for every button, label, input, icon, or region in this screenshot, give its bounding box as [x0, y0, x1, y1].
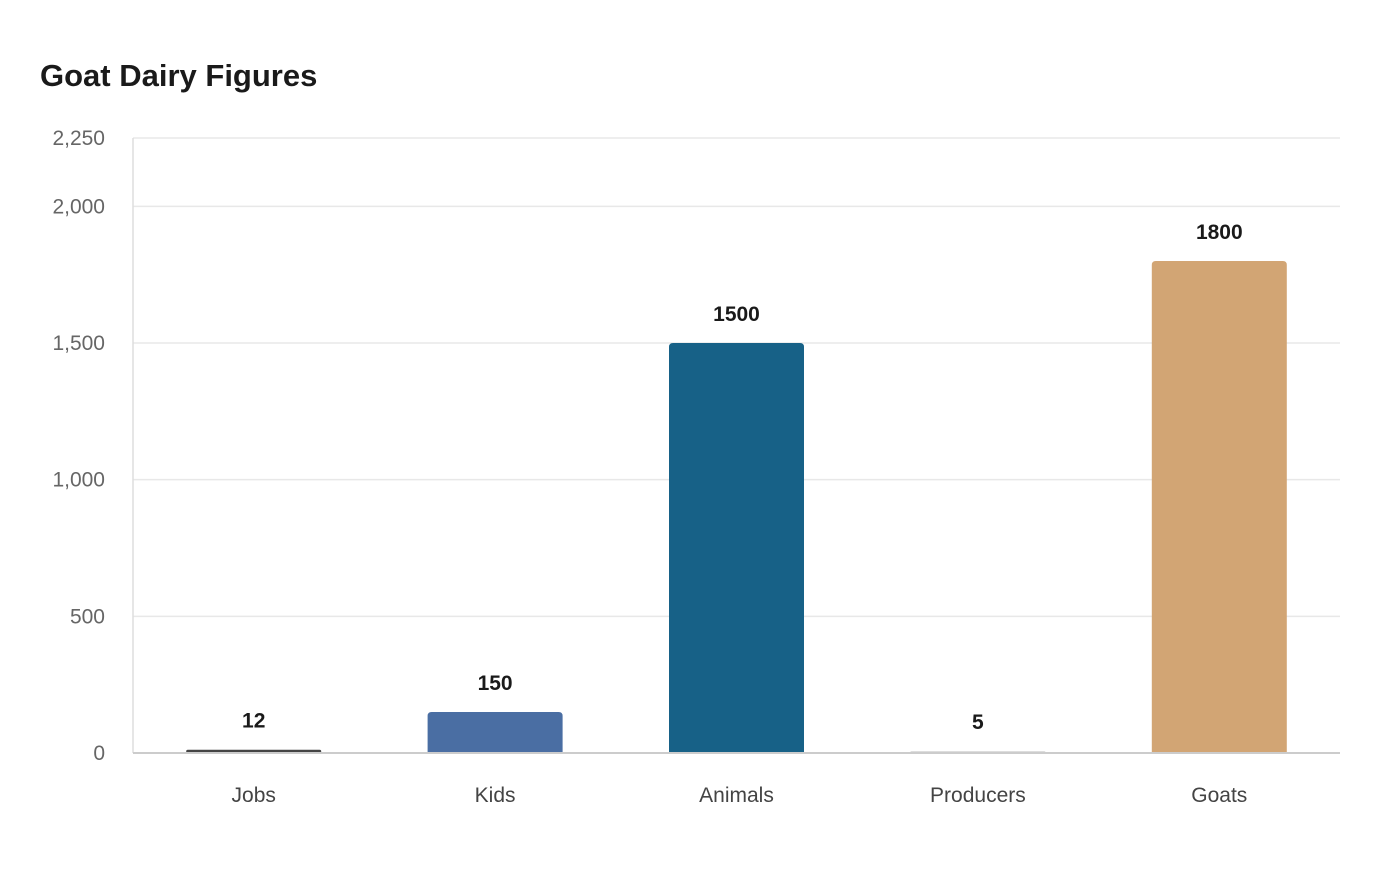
data-label: 1500: [713, 303, 760, 326]
data-label: 150: [478, 672, 513, 695]
y-tick-label: 2,250: [52, 127, 105, 150]
x-tick-label: Animals: [699, 784, 774, 807]
x-tick-label: Producers: [930, 784, 1026, 807]
y-tick-label: 2,000: [52, 195, 105, 218]
y-tick-label: 1,500: [52, 332, 105, 355]
bar-animals: [669, 343, 804, 753]
chart-title: Goat Dairy Figures: [40, 58, 318, 93]
y-tick-label: 0: [93, 742, 105, 765]
data-label: 1800: [1196, 221, 1243, 244]
x-tick-label: Jobs: [232, 784, 276, 807]
data-label: 5: [972, 711, 984, 734]
bar-goats: [1151, 261, 1287, 753]
y-tick-label: 1,000: [52, 469, 105, 492]
y-tick-label: 500: [70, 605, 105, 628]
x-tick-label: Goats: [1191, 784, 1247, 807]
bar-kids: [427, 712, 563, 753]
data-label: 12: [242, 710, 265, 733]
x-tick-label: Kids: [475, 784, 516, 807]
